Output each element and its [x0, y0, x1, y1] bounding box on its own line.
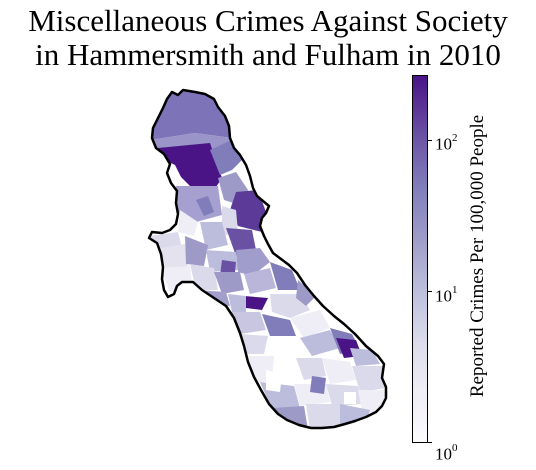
colorbar [412, 75, 428, 443]
ward-areas [149, 90, 386, 428]
colorbar-tick-100 [428, 140, 432, 141]
colorbar-tick-10 [428, 291, 432, 292]
colorbar-tick-label-10: 101 [435, 284, 458, 306]
colorbar-tick-1 [428, 442, 432, 443]
map-title: Miscellaneous Crimes Against Society in … [0, 4, 536, 72]
colorbar-tick-label-100: 102 [435, 132, 458, 154]
title-line-2: in Hammersmith and Fulham in 2010 [35, 37, 501, 72]
colorbar-tick-label-1: 100 [435, 442, 458, 464]
title-line-1: Miscellaneous Crimes Against Society [28, 3, 508, 38]
